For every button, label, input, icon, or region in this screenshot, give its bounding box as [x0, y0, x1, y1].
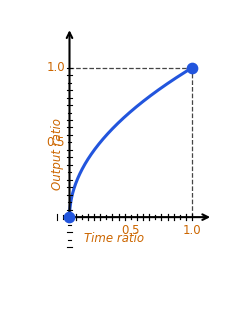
- Point: [67, 214, 71, 220]
- Text: 0.5: 0.5: [47, 136, 65, 149]
- Text: 0.5: 0.5: [122, 224, 140, 237]
- Text: Output ratio: Output ratio: [51, 119, 64, 190]
- Text: 1.0: 1.0: [183, 224, 201, 237]
- Point: [190, 65, 194, 70]
- Text: 1.0: 1.0: [47, 61, 65, 74]
- Text: Time ratio: Time ratio: [84, 232, 144, 245]
